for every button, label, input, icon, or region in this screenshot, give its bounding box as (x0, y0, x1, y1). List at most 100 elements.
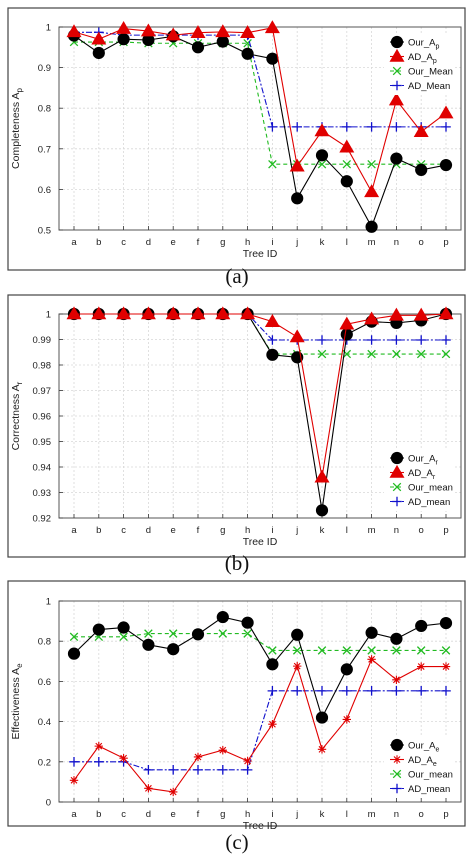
data-point (168, 629, 178, 638)
data-point (94, 757, 104, 767)
y-tick-label: 1 (46, 23, 51, 34)
data-point (340, 328, 353, 341)
legend-marker (392, 783, 402, 794)
data-point (116, 21, 132, 34)
data-point (417, 662, 426, 671)
data-point (193, 765, 203, 775)
x-tick-label: o (419, 809, 424, 820)
data-point (66, 24, 82, 38)
data-point (392, 646, 401, 655)
x-tick-label: o (419, 525, 424, 536)
data-point (364, 184, 380, 198)
data-point (293, 661, 302, 671)
legend-label-subscript: e (435, 747, 439, 754)
data-point (116, 306, 132, 320)
x-tick-label: g (220, 237, 225, 248)
chart-c: 0 0.2 0.4 0.6 0.8 1 a b c d e f g h i j k l m n o p Tree ID Eff… (7, 580, 466, 832)
data-point (317, 686, 327, 696)
data-point (267, 335, 278, 345)
y-tick-label: 0.7 (38, 144, 51, 155)
data-point (292, 686, 302, 696)
data-point (215, 24, 231, 38)
y-tick-label: 0.9 (38, 63, 51, 74)
x-tick-label: k (320, 525, 325, 536)
axes-frame (58, 600, 462, 803)
data-point (315, 149, 329, 162)
series-line-our-a (73, 35, 447, 229)
x-tick-label: b (96, 525, 101, 536)
legend-marker (389, 48, 405, 62)
data-point (242, 765, 253, 775)
x-tick-label: a (71, 809, 77, 820)
data-point (392, 675, 401, 684)
data-point (438, 306, 454, 320)
data-point (240, 25, 256, 38)
data-point (441, 335, 451, 345)
x-tick-label: o (419, 237, 424, 248)
x-tick-label: e (171, 525, 176, 536)
data-point (416, 686, 426, 696)
figure-caption: (c) (225, 830, 248, 854)
data-point (69, 632, 79, 642)
legend-label: Our_Ae (408, 741, 439, 754)
y-tick-label: 0.6 (38, 185, 51, 196)
data-point (388, 92, 404, 106)
x-tick-label: f (197, 809, 200, 820)
legend-label-subscript: r (433, 474, 436, 481)
data-point (216, 610, 229, 624)
y-axis-label-subscript: p (15, 87, 24, 92)
data-point (144, 629, 153, 638)
axes-frame (58, 26, 462, 231)
data-point (66, 306, 82, 320)
y-axis-label: Correctness Ar (10, 381, 24, 450)
x-tick-label: j (295, 525, 298, 536)
x-tick-label: j (295, 237, 298, 248)
legend-label-text: AD_A (408, 52, 433, 63)
data-point (117, 621, 130, 634)
data-point (441, 349, 451, 359)
data-point (142, 638, 155, 651)
x-tick-label: i (271, 525, 273, 536)
y-tick-label: 0.4 (38, 717, 51, 728)
data-point (243, 629, 252, 638)
x-tick-label: c (121, 237, 126, 248)
series-line-ad-a (73, 658, 446, 793)
data-point (117, 33, 130, 46)
data-point (291, 628, 304, 641)
x-tick-label: k (320, 237, 325, 248)
data-point (416, 646, 426, 655)
data-point (391, 686, 402, 696)
data-point (317, 745, 327, 754)
data-point (342, 159, 352, 169)
x-tick-label: d (146, 809, 151, 820)
series-line-ad-a (73, 27, 447, 194)
legend-label-text: AD_A (408, 755, 433, 766)
data-point (165, 27, 181, 41)
legend-label-text: Our_A (408, 741, 436, 752)
y-tick-label: 0.6 (38, 677, 51, 688)
data-point (416, 335, 426, 345)
data-point (140, 306, 156, 320)
data-point (91, 31, 107, 45)
y-tick-label: 1 (46, 310, 51, 321)
data-point (289, 158, 305, 172)
series-line-our-a (73, 616, 447, 720)
series-line-our-mean (74, 41, 446, 165)
data-point (193, 752, 203, 762)
data-point (92, 46, 105, 60)
data-point (314, 123, 330, 137)
data-point (391, 335, 402, 345)
y-tick-label: 0.2 (38, 757, 51, 768)
data-point (191, 41, 205, 54)
x-tick-label: n (394, 809, 399, 820)
legend-label: AD_Ar (408, 468, 436, 481)
data-point (388, 307, 404, 321)
legend-label-subscript: e (433, 761, 437, 768)
data-point (413, 307, 429, 321)
x-axis-label: Tree ID (243, 536, 278, 548)
x-tick-label: h (245, 237, 250, 248)
data-point (415, 163, 428, 177)
data-point (315, 504, 329, 517)
data-point (268, 159, 277, 169)
data-point (165, 306, 181, 320)
